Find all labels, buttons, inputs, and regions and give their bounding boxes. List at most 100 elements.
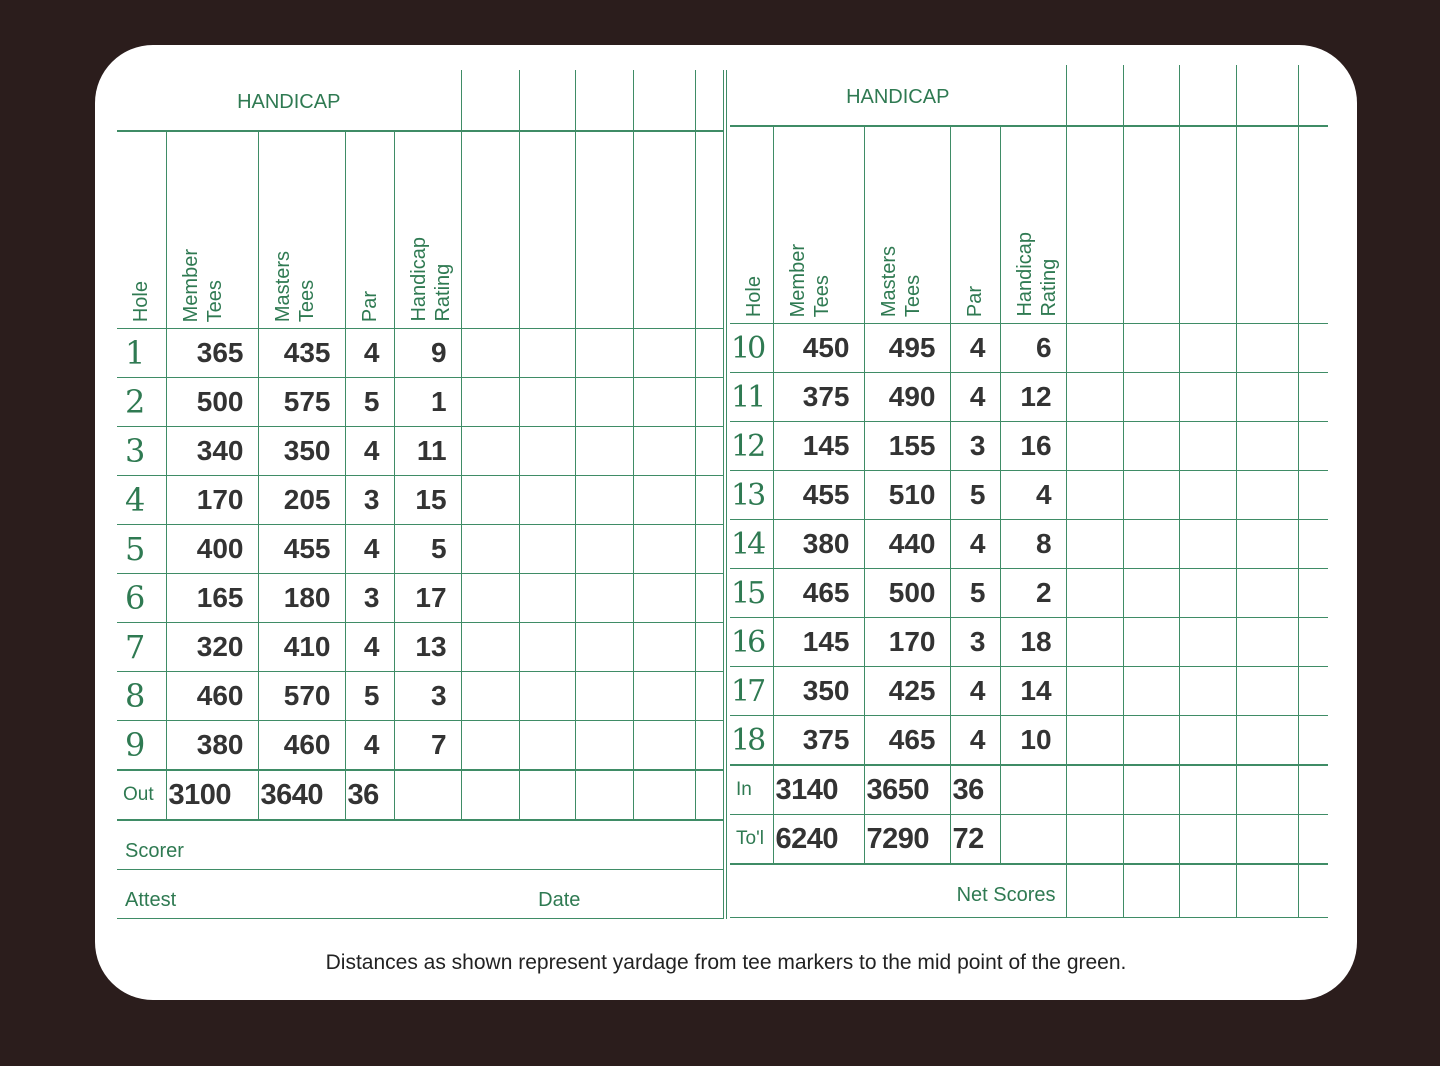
score-cell[interactable] [518, 524, 576, 574]
score-cell[interactable] [574, 524, 634, 574]
score-cell[interactable] [1065, 814, 1124, 865]
score-cell[interactable] [632, 671, 696, 721]
score-cell[interactable] [1235, 715, 1299, 766]
score-cell[interactable] [518, 671, 576, 721]
score-cell[interactable] [1178, 470, 1237, 520]
score-cell[interactable] [1178, 568, 1237, 618]
score-cell[interactable] [1178, 372, 1237, 422]
score-cell[interactable] [1235, 568, 1299, 618]
score-cell[interactable] [1297, 519, 1329, 569]
score-cell[interactable] [1178, 421, 1237, 471]
score-cell[interactable] [632, 328, 696, 378]
score-cell[interactable] [694, 377, 728, 427]
score-cell[interactable] [460, 328, 520, 378]
score-cell[interactable] [1235, 470, 1299, 520]
score-cell[interactable] [694, 671, 728, 721]
score-cell[interactable] [1235, 666, 1299, 716]
score-cell[interactable] [1122, 666, 1180, 716]
score-cell[interactable] [460, 524, 520, 574]
score-cell[interactable] [460, 622, 520, 672]
score-cell[interactable] [1297, 470, 1329, 520]
score-cell[interactable] [1065, 519, 1124, 569]
score-cell[interactable] [1178, 764, 1237, 815]
score-cell[interactable] [460, 377, 520, 427]
score-cell[interactable] [999, 814, 1067, 865]
score-cell[interactable] [632, 475, 696, 525]
score-cell[interactable] [1122, 764, 1180, 815]
score-cell[interactable] [1122, 568, 1180, 618]
score-cell[interactable] [574, 377, 634, 427]
score-cell[interactable] [574, 475, 634, 525]
score-cell[interactable] [632, 426, 696, 476]
score-cell[interactable] [632, 769, 696, 821]
score-cell[interactable] [518, 573, 576, 623]
score-cell[interactable] [1297, 421, 1329, 471]
score-cell[interactable] [632, 377, 696, 427]
score-cell[interactable] [1297, 323, 1329, 373]
score-cell[interactable] [1297, 715, 1329, 766]
score-cell[interactable] [632, 720, 696, 771]
score-cell[interactable] [1065, 715, 1124, 766]
score-cell[interactable] [518, 720, 576, 771]
score-cell[interactable] [632, 573, 696, 623]
score-cell[interactable] [694, 622, 728, 672]
net-score-cell[interactable] [1178, 863, 1237, 918]
score-cell[interactable] [694, 524, 728, 574]
score-cell[interactable] [1297, 666, 1329, 716]
score-cell[interactable] [694, 475, 728, 525]
score-cell[interactable] [1297, 372, 1329, 422]
score-cell[interactable] [518, 622, 576, 672]
score-cell[interactable] [574, 769, 634, 821]
score-cell[interactable] [518, 475, 576, 525]
score-cell[interactable] [694, 426, 728, 476]
score-cell[interactable] [1122, 519, 1180, 569]
score-cell[interactable] [1235, 814, 1299, 865]
score-cell[interactable] [518, 426, 576, 476]
net-score-cell[interactable] [1065, 863, 1124, 918]
net-score-cell[interactable] [1297, 863, 1329, 918]
net-score-cell[interactable] [1235, 863, 1299, 918]
score-cell[interactable] [1065, 323, 1124, 373]
score-cell[interactable] [574, 671, 634, 721]
score-cell[interactable] [574, 622, 634, 672]
score-cell[interactable] [460, 720, 520, 771]
score-cell[interactable] [1297, 568, 1329, 618]
score-cell[interactable] [1065, 470, 1124, 520]
score-cell[interactable] [694, 573, 728, 623]
score-cell[interactable] [518, 769, 576, 821]
score-cell[interactable] [1235, 519, 1299, 569]
score-cell[interactable] [1065, 372, 1124, 422]
score-cell[interactable] [1297, 617, 1329, 667]
score-cell[interactable] [460, 426, 520, 476]
score-cell[interactable] [1065, 568, 1124, 618]
score-cell[interactable] [1235, 617, 1299, 667]
score-cell[interactable] [518, 377, 576, 427]
score-cell[interactable] [1065, 617, 1124, 667]
score-cell[interactable] [460, 573, 520, 623]
score-cell[interactable] [518, 328, 576, 378]
score-cell[interactable] [1122, 470, 1180, 520]
score-cell[interactable] [1235, 372, 1299, 422]
score-cell[interactable] [1235, 421, 1299, 471]
score-cell[interactable] [1122, 421, 1180, 471]
score-cell[interactable] [574, 720, 634, 771]
score-cell[interactable] [1065, 421, 1124, 471]
score-cell[interactable] [460, 475, 520, 525]
attest-field[interactable]: Attest Date [117, 869, 728, 919]
score-cell[interactable] [999, 764, 1067, 815]
score-cell[interactable] [460, 769, 520, 821]
score-cell[interactable] [694, 720, 728, 771]
score-cell[interactable] [632, 622, 696, 672]
score-cell[interactable] [1122, 617, 1180, 667]
score-cell[interactable] [694, 769, 728, 821]
net-score-cell[interactable] [1122, 863, 1180, 918]
score-cell[interactable] [574, 573, 634, 623]
score-cell[interactable] [1235, 323, 1299, 373]
scorer-field[interactable]: Scorer [117, 819, 728, 870]
score-cell[interactable] [1178, 519, 1237, 569]
score-cell[interactable] [1178, 617, 1237, 667]
score-cell[interactable] [694, 328, 728, 378]
score-cell[interactable] [574, 426, 634, 476]
score-cell[interactable] [1178, 715, 1237, 766]
score-cell[interactable] [1122, 715, 1180, 766]
